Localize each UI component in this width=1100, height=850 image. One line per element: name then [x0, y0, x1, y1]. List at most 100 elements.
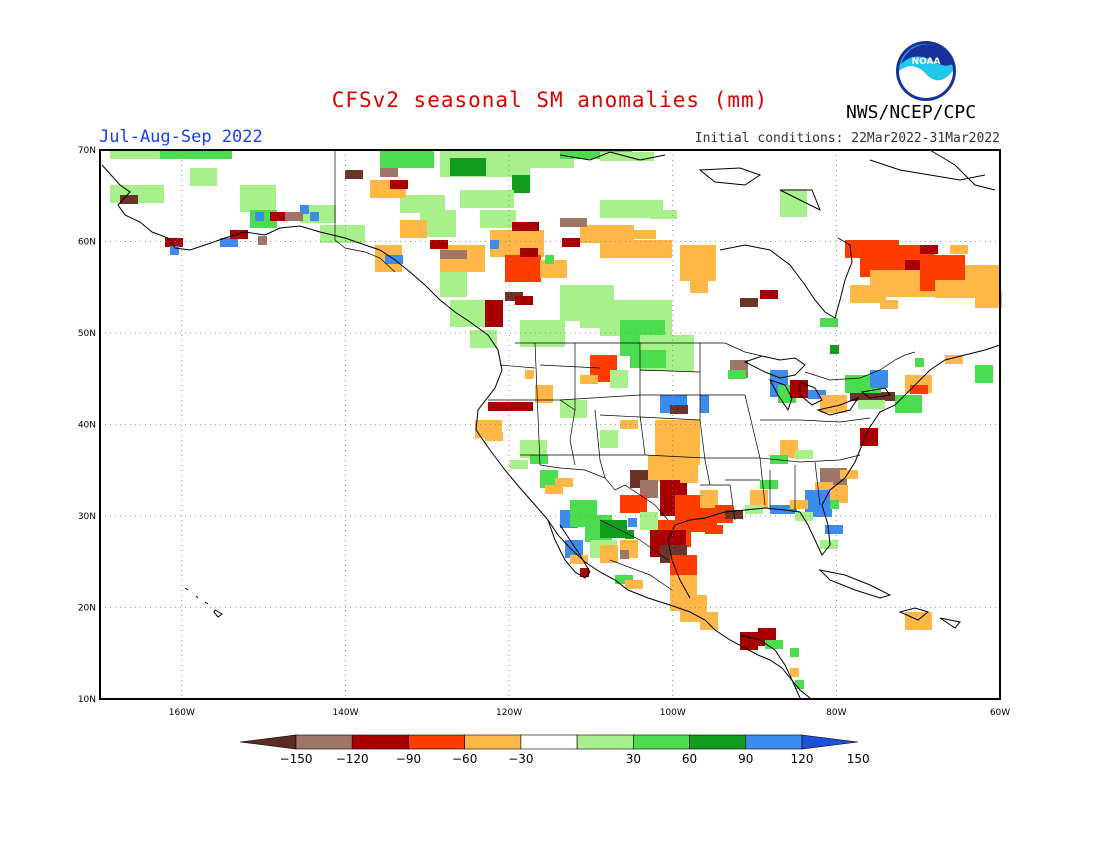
- anomaly-cell: [499, 248, 508, 257]
- anomaly-cell: [620, 347, 629, 356]
- anomaly-cell: [770, 388, 779, 397]
- anomaly-cell: [327, 214, 336, 223]
- anomaly-cell: [521, 222, 530, 231]
- anomaly-cell: [239, 230, 248, 239]
- lon-tick-label: 140W: [332, 708, 358, 718]
- anomaly-cell: [627, 152, 636, 161]
- anomaly-cell: [594, 515, 603, 524]
- anomaly-cell: [110, 194, 119, 203]
- anomaly-cell: [636, 309, 645, 318]
- anomaly-cell: [880, 300, 889, 309]
- anomaly-cell: [618, 200, 627, 209]
- svg-text:NOAA: NOAA: [912, 57, 941, 67]
- anomaly-cell: [953, 280, 962, 289]
- anomaly-cell: [560, 285, 569, 294]
- anomaly-cell: [869, 428, 878, 437]
- anomaly-cell: [380, 150, 389, 159]
- anomaly-cell: [850, 285, 859, 294]
- anomaly-cell: [682, 456, 691, 465]
- anomaly-cell: [829, 404, 838, 413]
- anomaly-cell: [249, 185, 258, 194]
- anomaly-cell: [992, 274, 1001, 283]
- anomaly-cell: [380, 168, 389, 177]
- anomaly-cell: [505, 292, 514, 301]
- anomaly-cell: [609, 545, 618, 554]
- anomaly-cell: [608, 355, 617, 364]
- anomaly-cell: [418, 204, 427, 213]
- anomaly-cell: [547, 320, 556, 329]
- anomaly-cell: [438, 228, 447, 237]
- anomaly-cell: [929, 273, 938, 282]
- anomaly-cell: [869, 259, 878, 268]
- anomaly-cell: [146, 194, 155, 203]
- anomaly-cell: [375, 263, 384, 272]
- anomaly-cell: [682, 420, 691, 429]
- anomaly-cell: [899, 254, 908, 263]
- anomaly-cell: [657, 359, 666, 368]
- anomaly-cell: [347, 225, 356, 234]
- anomaly-cell: [447, 228, 456, 237]
- anomaly-cell: [240, 203, 249, 212]
- anomaly-cell: [849, 470, 858, 479]
- anomaly-cell: [691, 447, 700, 456]
- anomaly-cell: [789, 190, 798, 199]
- anomaly-cell: [535, 230, 544, 239]
- anomaly-cell: [320, 225, 329, 234]
- anomaly-cell: [734, 510, 743, 519]
- anomaly-cell: [538, 150, 547, 159]
- anomaly-cell: [668, 210, 677, 219]
- anomaly-cell: [579, 500, 588, 509]
- anomaly-cell: [137, 150, 146, 159]
- anomaly-cell: [418, 220, 427, 229]
- anomaly-cell: [529, 320, 538, 329]
- anomaly-cell: [645, 200, 654, 209]
- anomaly-cell: [649, 335, 658, 344]
- anomaly-cell: [965, 265, 974, 274]
- anomaly-cell: [750, 499, 759, 508]
- anomaly-cell: [684, 495, 693, 504]
- anomaly-cell: [870, 279, 879, 288]
- anomaly-cell: [675, 504, 684, 513]
- anomaly-cell: [526, 239, 535, 248]
- anomaly-cell: [619, 379, 628, 388]
- anomaly-cell: [590, 364, 599, 373]
- anomaly-cell: [519, 460, 528, 469]
- anomaly-cell: [512, 159, 521, 168]
- anomaly-cell: [503, 150, 512, 159]
- anomaly-cell: [416, 159, 425, 168]
- anomaly-cell: [876, 400, 885, 409]
- anomaly-cell: [737, 370, 746, 379]
- anomaly-cell: [868, 294, 877, 303]
- anomaly-cell: [494, 432, 503, 441]
- anomaly-cell: [707, 254, 716, 263]
- anomaly-cell: [618, 152, 627, 161]
- anomaly-cell: [610, 370, 619, 379]
- anomaly-cell: [258, 194, 267, 203]
- anomaly-cell: [538, 159, 547, 168]
- colorbar-level-label: −120: [336, 752, 369, 766]
- anomaly-cell: [790, 500, 799, 509]
- anomaly-cell: [714, 525, 723, 534]
- anomaly-cell: [765, 640, 774, 649]
- anomaly-cell: [830, 494, 839, 503]
- anomaly-cell: [155, 185, 164, 194]
- anomaly-cell: [447, 210, 456, 219]
- anomaly-cell: [905, 621, 914, 630]
- anomaly-cell: [655, 429, 664, 438]
- anomaly-cell: [529, 159, 538, 168]
- anomaly-cell: [427, 204, 436, 213]
- colorbar-box: [745, 734, 803, 750]
- anomaly-cell: [935, 280, 944, 289]
- anomaly-cell: [904, 395, 913, 404]
- anomaly-cell: [609, 439, 618, 448]
- anomaly-cell: [789, 449, 798, 458]
- anomaly-cell: [170, 246, 179, 255]
- anomaly-cell: [258, 236, 267, 245]
- anomaly-cell: [598, 225, 607, 234]
- anomaly-cell: [689, 465, 698, 474]
- anomaly-cell: [669, 395, 678, 404]
- anomaly-cell: [400, 204, 409, 213]
- anomaly-cell: [489, 210, 498, 219]
- anomaly-cell: [630, 350, 639, 359]
- anomaly-cell: [879, 370, 888, 379]
